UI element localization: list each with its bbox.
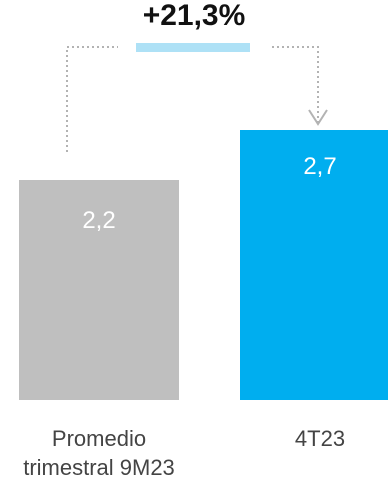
category-label-9m23: Promedio trimestral 9M23: [23, 426, 175, 480]
connector-arrowhead: [308, 109, 328, 126]
growth-highlight-bar: [136, 43, 250, 52]
growth-annotation: +21,3%: [142, 0, 246, 32]
category-label-4t23: 4T23: [294, 426, 346, 451]
connector-left: [66, 46, 118, 152]
bar-1: [19, 180, 179, 400]
bar-value-label-1: 2,2: [82, 207, 115, 234]
bar-2: [240, 130, 388, 400]
connector-right: [272, 46, 319, 124]
bar-value-label-2: 2,7: [303, 153, 336, 180]
